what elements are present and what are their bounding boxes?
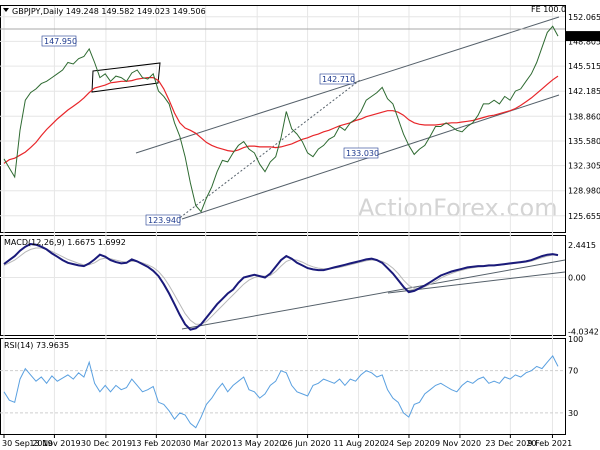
watermark: ActionForex.com (358, 194, 558, 222)
x-tick-label: 30 Mar 2020 (181, 439, 232, 448)
macd-header: MACD(12,26,9) 1.6675 1.6992 (4, 238, 126, 247)
macd-panel-frame (0, 235, 566, 336)
last-price-label: 149.506 (567, 32, 600, 41)
price-y-tick-label: 142.185 (568, 87, 600, 96)
sma-line (3, 75, 559, 164)
last-price-tag (565, 31, 600, 42)
price-annotation-box (145, 214, 181, 226)
x-tick-label: 13 Feb 2020 (131, 439, 181, 448)
price-y-tick-label: 135.580 (568, 137, 600, 146)
price-annotation-label: 123.940 (148, 216, 181, 225)
price-y-tick-label: 128.980 (568, 187, 600, 196)
price-y-tick-label: 152.065 (568, 13, 600, 22)
rsi-y-tick-label: 70 (568, 367, 578, 376)
x-tick-label: 30 Dec 2019 (81, 439, 132, 448)
price-line (3, 25, 559, 213)
x-tick-label: 9 Feb 2021 (527, 439, 572, 448)
rsi-header: RSI(14) 73.9635 (4, 341, 69, 350)
price-annotation-label: 142.710 (322, 75, 355, 84)
price-annotation-box (343, 147, 379, 159)
x-tick-label: 24 Sep 2020 (384, 439, 435, 448)
macd-y-tick-label: 0.00 (568, 273, 586, 282)
price-annotation-box (41, 35, 77, 47)
price-y-tick-label: 148.805 (568, 37, 600, 46)
x-tick-label: 30 Sep 2019 (2, 439, 53, 448)
price-y-tick-label: 145.515 (568, 62, 600, 71)
x-tick-label: 26 Jun 2020 (283, 439, 331, 448)
x-tick-label: 13 Nov 2019 (29, 439, 80, 448)
fe-level-label: FE 100.0 (531, 5, 566, 14)
price-y-tick-label: 125.655 (568, 212, 600, 221)
price-trendline (135, 16, 560, 154)
rsi-line (3, 355, 559, 429)
price-annotation-label: 133.030 (346, 149, 379, 158)
macd-y-tick-label: -4.0342 (568, 327, 599, 336)
rsi-y-tick-label: 100 (568, 335, 583, 344)
x-tick-label: 23 Dec 2020 (485, 439, 536, 448)
price-trendline (176, 79, 361, 221)
price-y-tick-label: 132.305 (568, 162, 600, 171)
price-header: GBPJPY,Daily 149.248 149.582 149.023 149… (12, 7, 206, 16)
x-tick-label: 13 May 2020 (232, 439, 284, 448)
x-tick-label: 9 Nov 2020 (435, 439, 481, 448)
rsi-y-tick-label: 30 (568, 409, 578, 418)
macd-signal-line (3, 247, 559, 325)
rsi-panel-frame (0, 338, 566, 435)
price-y-tick-label: 138.860 (568, 112, 600, 121)
macd-line (3, 242, 559, 331)
x-tick-label: 11 Aug 2020 (334, 439, 385, 448)
price-annotation-label: 147.950 (44, 37, 77, 46)
flag-pattern-box (91, 62, 161, 93)
price-panel-frame (0, 5, 566, 233)
dropdown-arrow-icon[interactable] (3, 8, 9, 12)
macd-trendline (181, 259, 566, 330)
price-annotation-box (319, 73, 355, 85)
macd-y-tick-label: 2.4415 (568, 241, 596, 250)
